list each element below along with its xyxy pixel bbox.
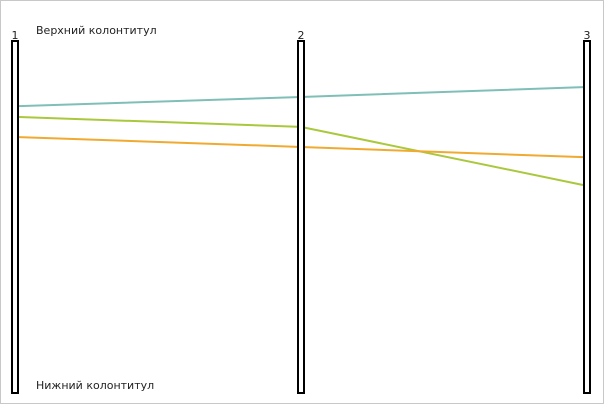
axis-label-1: 1 bbox=[12, 29, 19, 42]
header-label: Верхний колонтитул bbox=[36, 24, 157, 37]
axis-bar-3 bbox=[583, 40, 591, 394]
footer-label: Нижний колонтитул bbox=[36, 379, 155, 392]
axis-bar-2 bbox=[297, 40, 305, 394]
axis-label-2: 2 bbox=[298, 29, 305, 42]
axis-bar-1 bbox=[11, 40, 19, 394]
axis-label-3: 3 bbox=[584, 29, 591, 42]
